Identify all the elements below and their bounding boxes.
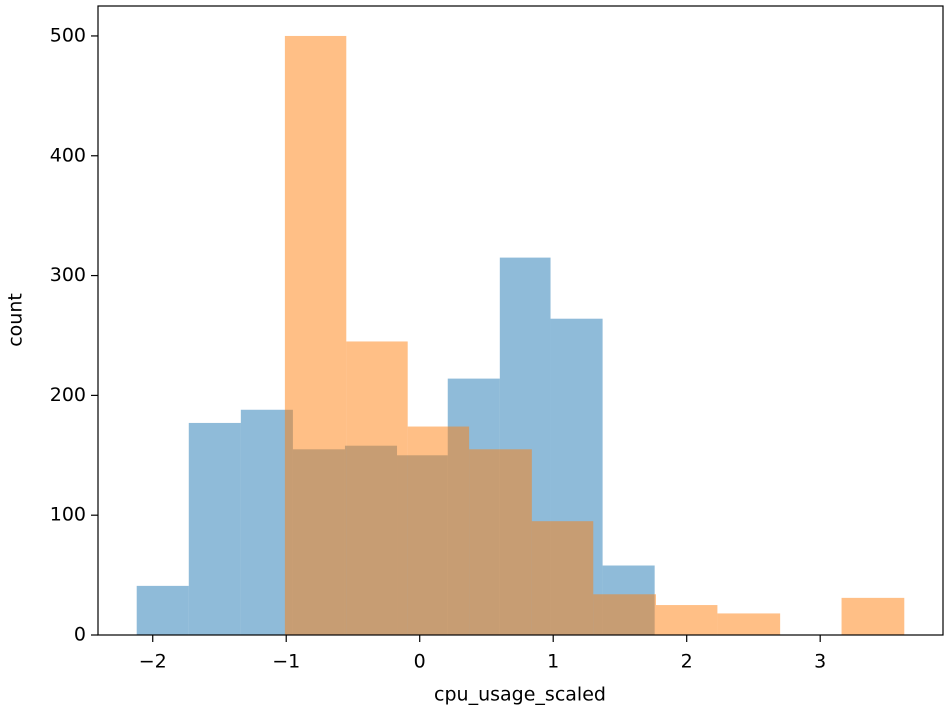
bar <box>593 594 656 635</box>
bar <box>531 521 594 635</box>
y-tick-label: 500 <box>50 24 86 46</box>
y-tick-label: 300 <box>50 264 86 286</box>
x-tick-label: 3 <box>814 651 826 673</box>
x-axis-label: cpu_usage_scaled <box>434 684 606 706</box>
bar <box>655 605 718 635</box>
bar <box>346 341 408 635</box>
bar <box>136 585 189 635</box>
bar <box>240 409 293 635</box>
x-tick-label: −2 <box>139 651 167 673</box>
bar <box>717 613 781 635</box>
y-tick-label: 200 <box>50 384 86 406</box>
x-tick-label: 0 <box>414 651 426 673</box>
x-tick-label: 1 <box>547 651 559 673</box>
bar <box>407 426 470 635</box>
x-tick-label: 2 <box>681 651 693 673</box>
bar <box>469 449 532 635</box>
y-axis-label: count <box>5 293 27 347</box>
x-tick-label: −1 <box>272 651 300 673</box>
bar <box>188 422 241 635</box>
plot-frame <box>97 5 944 636</box>
y-tick-label: 0 <box>74 624 86 646</box>
bar <box>841 597 905 635</box>
bar <box>284 35 347 635</box>
y-tick-label: 400 <box>50 144 86 166</box>
y-tick-label: 100 <box>50 504 86 526</box>
